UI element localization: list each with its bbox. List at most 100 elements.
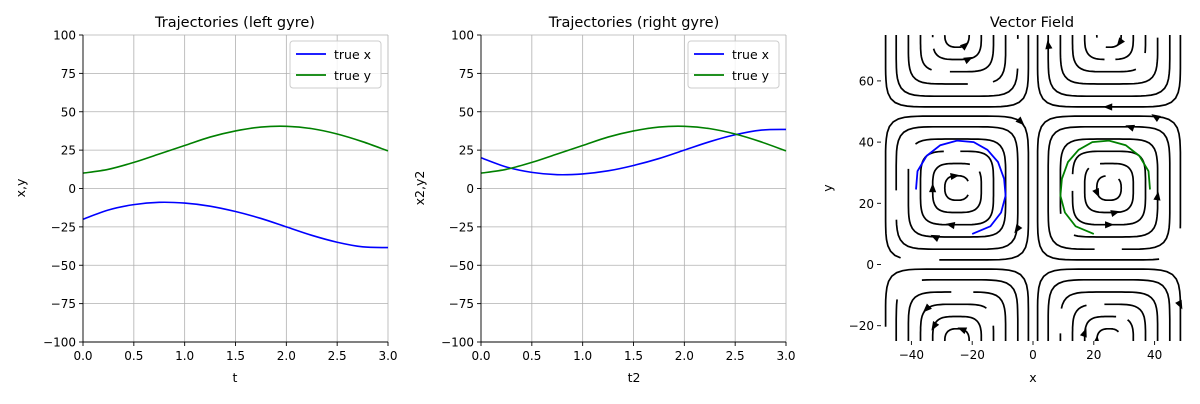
streamline-0-4	[895, 125, 1019, 251]
stream-arrow-0-0	[950, 172, 960, 181]
tick-label-y-1-7: −75	[51, 297, 76, 311]
streamline-4-4	[895, 278, 1019, 341]
stream-arrow-2-0	[959, 42, 970, 51]
streamline-1-1	[1083, 162, 1135, 214]
stream-arrow-1-1	[1110, 210, 1120, 218]
legend-2: true x true y	[687, 40, 780, 89]
stream-arrow-5-5	[1175, 299, 1183, 310]
series-line-1-1	[82, 125, 389, 174]
streamline-1-4	[1047, 125, 1171, 251]
tick-label-x-1-3: 1.5	[226, 349, 245, 363]
stream-arrow-3-5	[1103, 103, 1113, 111]
streamline-0-1	[931, 162, 983, 214]
stream-arrow-0-3	[930, 234, 941, 242]
stream-arrow-5-0	[1094, 335, 1099, 341]
tick-label-y-3-1: 0	[866, 258, 874, 272]
streamline-2-5	[884, 35, 1030, 108]
streamline-0-5	[884, 115, 1030, 261]
stream-arrow-1-3	[1153, 191, 1161, 201]
streamline-5-2	[1071, 303, 1147, 341]
chart-title-1: Trajectories (left gyre)	[154, 15, 315, 31]
streamline-3-4	[1047, 35, 1171, 98]
stream-arrow-1-0	[1092, 187, 1100, 198]
stream-arrow-1-4	[1125, 124, 1136, 132]
tick-label-x-1-1: 0.5	[124, 349, 143, 363]
tick-label-x-2-6: 3.0	[776, 349, 795, 363]
tick-label-y-2-4: 0	[466, 182, 474, 196]
tick-label-y-1-0: 100	[53, 29, 76, 43]
tick-label-y-2-7: −75	[449, 297, 474, 311]
stream-arrow-1-2	[1105, 221, 1115, 229]
legend-label-1-1: true y	[334, 68, 372, 83]
stream-arrow-4-3	[904, 368, 912, 377]
streamline-1-2	[1071, 150, 1147, 226]
tick-label-x-3-0: −40	[899, 348, 924, 362]
streamline-2-2	[919, 35, 995, 73]
streamline-4-1	[931, 315, 983, 341]
tick-label-x-3-4: 40	[1147, 348, 1162, 362]
streamline-4-3	[907, 291, 1007, 341]
stream-arrow-3-4	[1045, 39, 1053, 50]
x-axis-label-3: x	[1029, 370, 1036, 385]
tick-label-y-3-0: −20	[849, 319, 874, 333]
streamline-1-3	[1059, 138, 1159, 238]
streamline-2-4	[895, 35, 1019, 98]
stream-arrow-5-3	[1152, 373, 1161, 382]
tick-label-x-2-5: 2.5	[726, 349, 745, 363]
stream-arrow-0-5	[1015, 116, 1025, 126]
streamline-0-2	[919, 150, 995, 226]
tick-label-y-3-3: 40	[859, 136, 874, 150]
stream-arrow-3-0	[1116, 37, 1125, 47]
legend-box-2	[687, 40, 780, 89]
stream-arrow-3-1	[1124, 10, 1133, 19]
axes-3: −40 −20 0 20 40 −20 0 20 40 60	[849, 74, 1163, 362]
tick-label-y-3-2: 20	[859, 197, 874, 211]
stream-arrow-2-1	[963, 56, 973, 65]
tick-label-x-1-4: 2.0	[277, 349, 296, 363]
axes-2: 0.0 0.5 1.0 1.5 2.0 2.5 3.0 100 75 50 25 0 −25 −50 −75…	[441, 29, 796, 364]
stream-arrow-0-1	[929, 183, 937, 193]
streamline-3-3	[1059, 35, 1159, 85]
streamline-3-1	[1083, 35, 1135, 61]
tick-label-y-2-2: 50	[459, 105, 474, 119]
streamline-3-2	[1071, 35, 1147, 73]
tick-label-y-2-5: −25	[449, 220, 474, 234]
stream-arrow-3-2	[1080, 0, 1090, 5]
series-lines-2	[480, 125, 787, 176]
streamline-5-4	[1047, 278, 1171, 341]
tick-label-y-2-1: 75	[459, 67, 474, 81]
streamline-0-3	[907, 138, 1007, 238]
streamline-3-5	[1036, 35, 1182, 108]
y-axis-label-2: x2,y2	[412, 171, 427, 206]
tick-label-y-1-3: 25	[61, 144, 76, 158]
tick-label-x-2-0: 0.0	[471, 349, 490, 363]
series-line-1-0	[82, 201, 389, 249]
tick-label-y-3-4: 60	[859, 74, 874, 88]
legend-label-2-1: true y	[732, 68, 770, 83]
y-axis-label-3: y	[820, 184, 835, 192]
legend-label-1-0: true x	[334, 47, 371, 62]
panel-right-gyre: Trajectories (right gyre) 0.0 0.5 1.0 1.5 2.…	[412, 15, 796, 385]
legend-box-1	[289, 40, 382, 89]
tick-label-y-1-2: 50	[61, 105, 76, 119]
streamline-0-0	[943, 174, 969, 202]
stream-arrow-0-2	[945, 222, 956, 230]
stream-arrow-4-0	[957, 327, 968, 335]
tick-label-y-1-1: 75	[61, 67, 76, 81]
tick-label-x-2-1: 0.5	[522, 349, 541, 363]
tick-label-y-2-3: 25	[459, 144, 474, 158]
series-lines-1	[82, 125, 389, 249]
tick-label-y-2-8: −100	[441, 336, 474, 350]
streamline-1-0	[1095, 175, 1123, 202]
stream-arrow-5-2	[1085, 375, 1095, 383]
streamline-1-5	[1036, 115, 1182, 261]
stream-arrow-4-1	[931, 321, 940, 331]
tick-label-x-1-6: 3.0	[378, 349, 397, 363]
streamline-5-3	[1059, 291, 1159, 341]
series-line-2-1	[480, 125, 787, 174]
trajectory-lines	[915, 139, 1151, 235]
stream-arrow-4-2	[922, 303, 932, 313]
tick-label-y-1-8: −100	[43, 336, 76, 350]
stream-arrow-1-5	[1151, 114, 1161, 123]
